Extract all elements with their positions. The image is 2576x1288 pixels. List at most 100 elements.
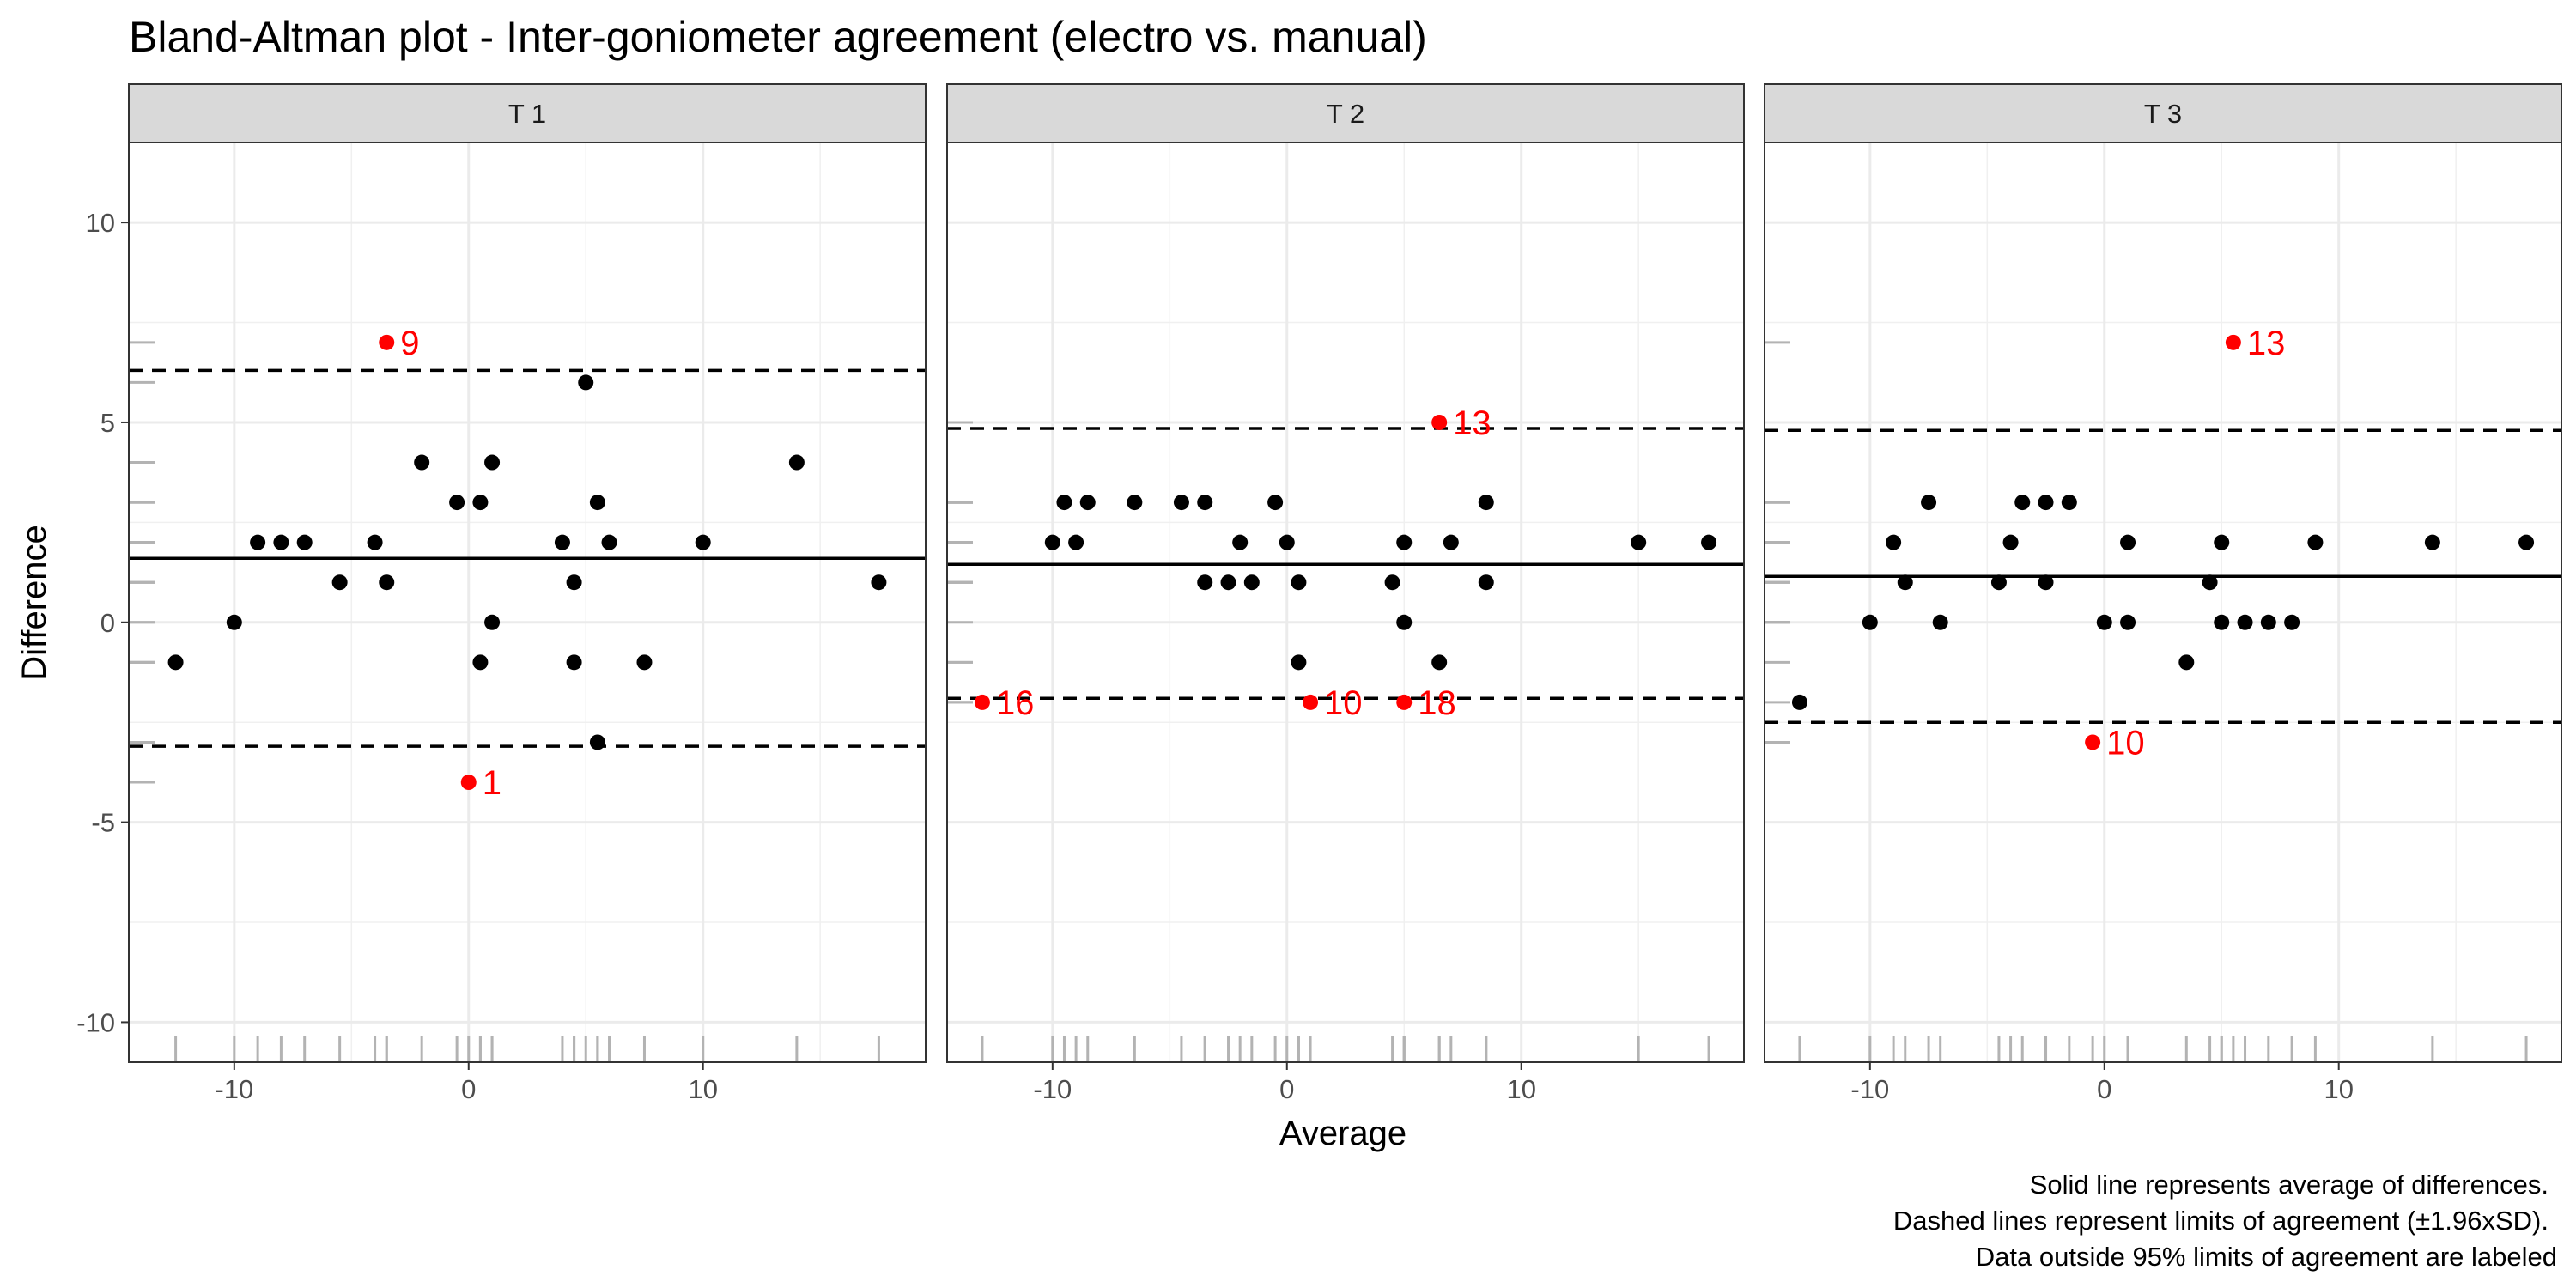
y-tick-label: 10 xyxy=(86,208,115,238)
data-point xyxy=(2120,614,2136,630)
facet-strip-label: T 3 xyxy=(2144,99,2182,129)
outlier-point xyxy=(1396,694,1413,710)
outlier-label: 1 xyxy=(483,764,501,802)
data-point xyxy=(2038,495,2054,511)
data-point xyxy=(2214,534,2230,550)
data-point xyxy=(578,374,594,391)
data-point xyxy=(1279,534,1295,550)
data-point xyxy=(1886,534,1902,550)
data-point xyxy=(1396,534,1413,550)
facet-panel-2: T 2 16 10 18 13 -10 0 10 xyxy=(946,83,1745,1104)
data-point xyxy=(1243,574,1260,591)
data-point xyxy=(1267,495,1284,511)
outlier-label: 13 xyxy=(2247,325,2286,362)
x-axis-title: Average xyxy=(1279,1115,1406,1152)
data-point xyxy=(2202,574,2218,591)
panel-border xyxy=(1764,142,2562,1063)
data-point xyxy=(484,454,501,471)
data-point xyxy=(554,534,570,550)
data-point xyxy=(296,534,313,550)
data-point xyxy=(1396,614,1413,630)
data-point xyxy=(1173,495,1189,511)
data-point xyxy=(250,534,266,550)
data-point xyxy=(589,495,605,511)
data-point xyxy=(636,654,653,671)
outlier-point xyxy=(1303,694,1319,710)
data-point xyxy=(601,534,617,550)
data-point xyxy=(2096,614,2112,630)
data-point xyxy=(2178,654,2195,671)
data-point xyxy=(2307,534,2324,550)
data-point xyxy=(331,574,348,591)
y-tick-label: 0 xyxy=(100,608,115,638)
facet-strip-label: T 2 xyxy=(1327,99,1364,129)
data-point xyxy=(1862,614,1878,630)
data-point xyxy=(2424,534,2440,550)
data-point xyxy=(1127,495,1143,511)
y-tick-label: -10 xyxy=(76,1007,115,1037)
x-tick-label: -10 xyxy=(215,1074,253,1104)
data-point xyxy=(1384,574,1400,591)
data-point xyxy=(1932,614,1948,630)
data-point xyxy=(2214,614,2230,630)
y-axis-title: Difference xyxy=(15,525,53,681)
data-point xyxy=(379,574,395,591)
facet-strip xyxy=(1764,83,2562,143)
data-point xyxy=(1443,534,1459,550)
caption-line-2: Dashed lines represent limits of agreeme… xyxy=(1893,1206,2549,1236)
panel-border xyxy=(128,142,927,1063)
data-point xyxy=(1056,495,1072,511)
data-point xyxy=(1197,574,1213,591)
facet-strip-label: T 1 xyxy=(508,99,546,129)
panel-background xyxy=(1765,143,2561,1062)
data-point xyxy=(2038,574,2054,591)
data-point xyxy=(484,614,501,630)
data-point xyxy=(1791,694,1807,710)
y-tick-label: -5 xyxy=(91,808,115,838)
data-point xyxy=(788,454,805,471)
data-point xyxy=(2002,534,2019,550)
panel-background xyxy=(947,143,1744,1062)
data-point xyxy=(1897,574,1913,591)
x-tick-label: 0 xyxy=(2097,1074,2111,1104)
outlier-label: 9 xyxy=(400,325,419,362)
data-point xyxy=(449,495,465,511)
data-point xyxy=(1044,534,1060,550)
data-point xyxy=(1197,495,1213,511)
x-tick-label: 0 xyxy=(1279,1074,1294,1104)
outlier-point xyxy=(460,775,477,791)
data-point xyxy=(2237,614,2253,630)
data-point xyxy=(589,734,605,750)
outlier-label: 16 xyxy=(996,684,1035,722)
panel-border xyxy=(946,142,1745,1063)
outlier-label: 10 xyxy=(1324,684,1363,722)
data-point xyxy=(2284,614,2300,630)
data-point xyxy=(472,654,489,671)
outlier-point xyxy=(1431,414,1448,430)
data-point xyxy=(2014,495,2031,511)
data-point xyxy=(1220,574,1236,591)
data-point xyxy=(1232,534,1249,550)
data-point xyxy=(1291,654,1307,671)
facet-strip xyxy=(946,83,1745,143)
x-tick-label: 0 xyxy=(461,1074,476,1104)
data-point xyxy=(871,574,887,591)
outlier-point xyxy=(379,334,395,350)
data-point xyxy=(2518,534,2535,550)
facet-panel-3: T 3 13 10 -10 0 10 xyxy=(1764,83,2562,1104)
x-tick-label: 10 xyxy=(688,1074,717,1104)
facet-strip xyxy=(128,83,927,143)
data-point xyxy=(695,534,711,550)
panel-background xyxy=(129,143,926,1062)
x-tick-label: -10 xyxy=(1033,1074,1072,1104)
caption-line-1: Solid line represents average of differe… xyxy=(2030,1170,2549,1200)
data-point xyxy=(414,454,430,471)
data-point xyxy=(1431,654,1448,671)
data-point xyxy=(367,534,383,550)
data-point xyxy=(1701,534,1717,550)
data-point xyxy=(226,614,242,630)
data-point xyxy=(1079,495,1096,511)
data-point xyxy=(2120,534,2136,550)
